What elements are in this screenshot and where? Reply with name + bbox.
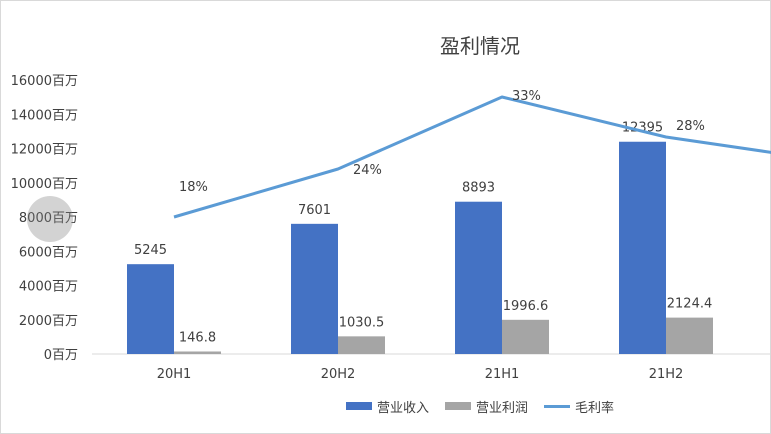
y-tick-label: 8000百万 [19, 211, 78, 226]
data-label-margin: 18% [179, 180, 208, 195]
x-tick-label: 21H1 [485, 367, 520, 382]
bar-revenue [127, 264, 174, 354]
data-label-margin: 33% [512, 89, 541, 104]
data-label-revenue: 5245 [134, 243, 167, 258]
y-tick-label: 2000百万 [19, 314, 78, 329]
data-label-revenue: 7601 [298, 203, 331, 218]
x-tick-label: 20H1 [157, 367, 192, 382]
mouse-cursor-highlight [27, 196, 73, 242]
y-tick-label: 0百万 [44, 348, 78, 363]
x-tick-label: 20H2 [321, 367, 356, 382]
data-label-revenue: 12395 [622, 121, 663, 136]
margin-line [173, 95, 771, 219]
bar-revenue [455, 201, 502, 354]
legend-label-margin: 毛利率 [575, 400, 615, 416]
data-label-margin: 24% [353, 163, 382, 178]
legend-label-profit: 营业利润 [476, 400, 529, 416]
y-tick-label: 4000百万 [19, 280, 78, 295]
y-tick-label: 6000百万 [19, 245, 78, 260]
x-tick-label: 21H2 [649, 367, 684, 382]
data-label-profit: 1030.5 [339, 315, 385, 330]
legend-item-margin: 毛利率 [544, 397, 614, 416]
data-label-profit: 146.8 [179, 330, 216, 345]
legend-swatch-margin [544, 404, 571, 408]
y-tick-label: 12000百万 [11, 143, 78, 158]
chart-title: 盈利情况 [440, 34, 520, 58]
data-label-margin: 28% [676, 119, 705, 134]
y-tick-label: 14000百万 [11, 108, 78, 123]
bar-revenue [619, 141, 666, 354]
bar-profit [174, 351, 221, 354]
data-label-profit: 2124.4 [667, 297, 713, 312]
legend-swatch-profit [445, 402, 472, 410]
bar-profit [338, 336, 385, 354]
bar-revenue [291, 223, 338, 354]
y-tick-label: 10000百万 [11, 177, 78, 192]
data-label-profit: 1996.6 [503, 299, 549, 314]
legend-label-revenue: 营业收入 [377, 400, 430, 416]
legend-item-revenue: 营业收入 [346, 397, 429, 416]
chart-legend: 营业收入 营业利润 毛利率 [346, 396, 614, 416]
data-label-revenue: 8893 [462, 181, 495, 196]
y-tick-label: 16000百万 [11, 74, 78, 89]
legend-swatch-revenue [346, 402, 372, 410]
legend-item-profit: 营业利润 [445, 397, 528, 416]
bar-profit [666, 317, 713, 354]
bar-profit [502, 319, 549, 354]
